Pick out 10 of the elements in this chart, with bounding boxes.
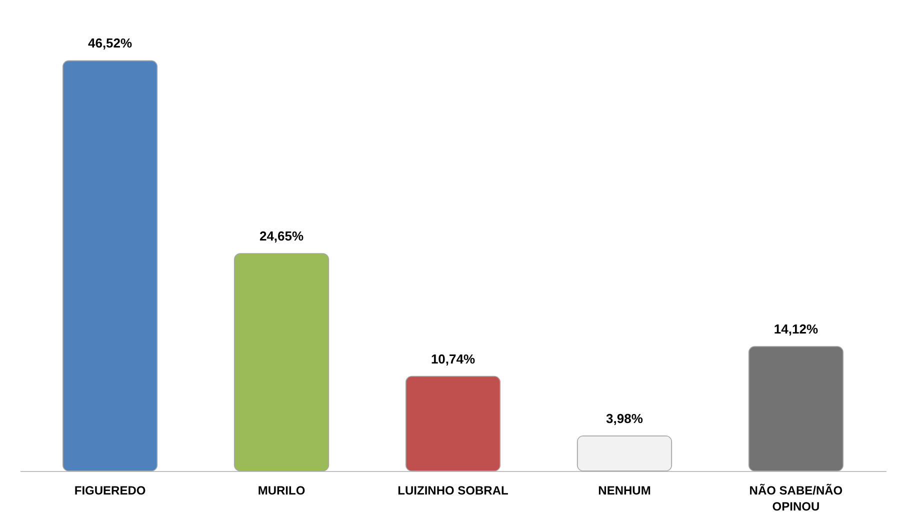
x-tick-label: LUIZINHO SOBRAL [398,484,508,498]
x-tick-label: NENHUM [598,484,651,498]
x-tick-label: MURILO [258,484,306,498]
x-tick-label: NÃO SABE/NÃO OPINOU [749,484,843,514]
data-label: 46,52% [88,36,133,51]
data-label: 3,98% [606,410,644,426]
x-tick-label: FIGUEREDO [74,484,146,498]
data-label: 10,74% [430,351,476,366]
data-label: 24,65% [259,228,304,244]
data-label: 14,12% [774,321,818,336]
